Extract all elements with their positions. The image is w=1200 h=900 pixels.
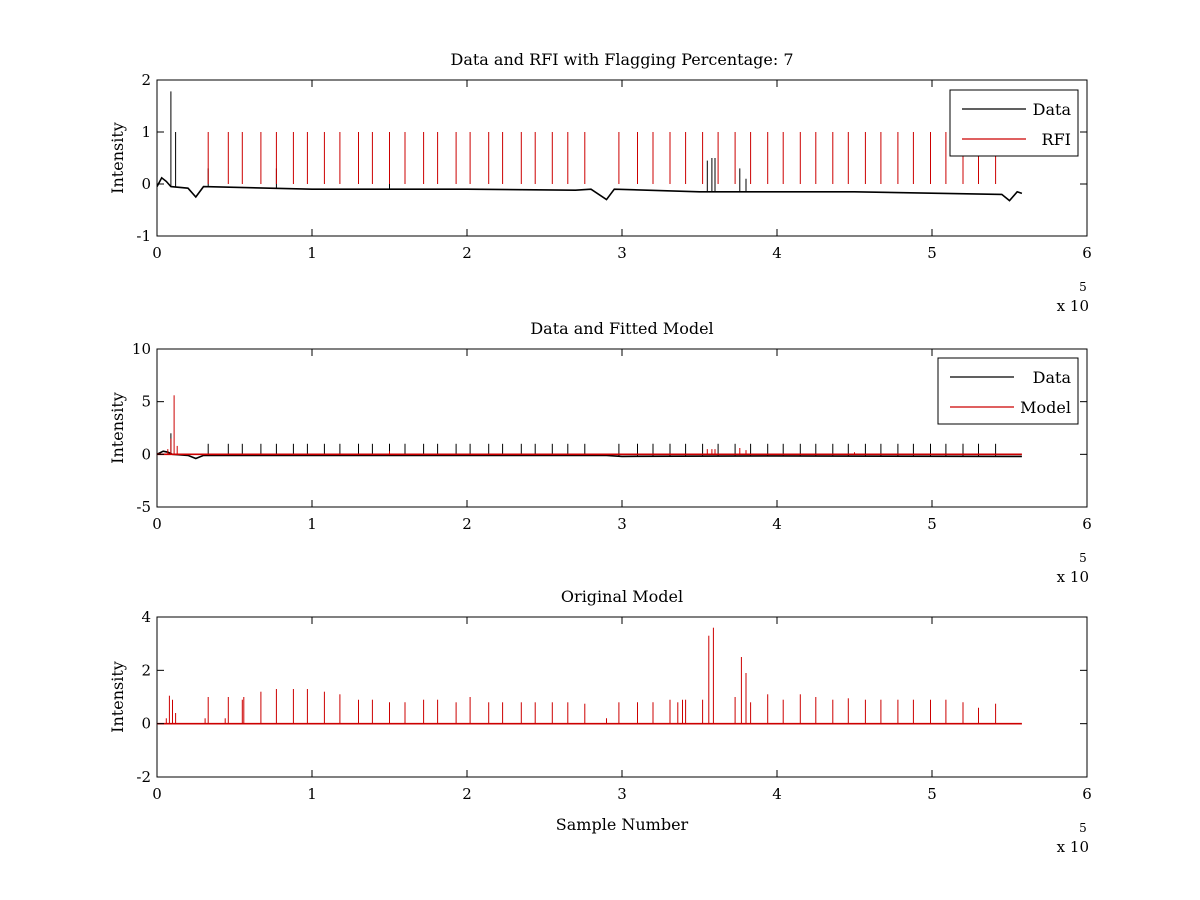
y-tick-label: -2: [136, 768, 151, 786]
x-axis-label: Sample Number: [556, 815, 689, 834]
legend-label: Data: [1033, 100, 1072, 119]
x-tick-label: 1: [307, 515, 317, 533]
legend-box: [949, 89, 1079, 157]
axes-frame: [156, 616, 1088, 778]
x-tick-label: 0: [152, 244, 162, 262]
y-tick-label: 5: [141, 393, 151, 411]
subplot-title: Data and RFI with Flagging Percentage: 7: [450, 50, 793, 69]
subplot-title: Original Model: [561, 587, 683, 606]
y-tick-label: 0: [141, 715, 151, 733]
x-tick-label: 2: [462, 785, 472, 803]
plot-area: [157, 395, 1022, 460]
legend-label: Data: [1033, 368, 1072, 387]
x-tick-label: 4: [772, 785, 782, 803]
x-tick-label: 1: [307, 785, 317, 803]
series-model: [157, 395, 1022, 456]
x-tick-label: 6: [1082, 515, 1092, 533]
subplot-title: Data and Fitted Model: [530, 319, 713, 338]
x-tick-label: 6: [1082, 785, 1092, 803]
series-rfi: [207, 132, 997, 184]
x-tick-label: 2: [462, 244, 472, 262]
y-tick-label: 2: [141, 661, 151, 679]
y-axis-label: Intensity: [108, 122, 127, 194]
y-tick-label: 2: [141, 71, 151, 89]
x-multiplier: x 10: [1057, 568, 1089, 586]
x-tick-label: 3: [617, 244, 627, 262]
x-multiplier: x 10: [1057, 838, 1089, 856]
y-tick-label: 4: [141, 608, 151, 626]
x-tick-label: 5: [927, 244, 937, 262]
legend: Data RFI: [949, 89, 1079, 157]
legend-label: RFI: [1042, 130, 1071, 149]
x-tick-label: 5: [927, 515, 937, 533]
x-tick-label: 0: [152, 515, 162, 533]
x-tick-label: 3: [617, 785, 627, 803]
x-tick-label: 2: [462, 515, 472, 533]
x-multiplier-exponent: 5: [1079, 551, 1087, 565]
y-axis-label: Intensity: [108, 661, 127, 733]
legend-label: Model: [1020, 398, 1071, 417]
x-multiplier-exponent: 5: [1079, 821, 1087, 835]
x-tick-label: 5: [927, 785, 937, 803]
x-tick-label: 6: [1082, 244, 1092, 262]
axes-frame: [156, 79, 1088, 237]
x-tick-label: 1: [307, 244, 317, 262]
plot-area: [157, 91, 1023, 202]
y-axis-label: Intensity: [108, 392, 127, 464]
series-model: [157, 627, 1022, 725]
x-tick-label: 4: [772, 515, 782, 533]
x-tick-label: 3: [617, 515, 627, 533]
x-tick-label: 4: [772, 244, 782, 262]
plot-area: [157, 627, 1022, 725]
axes-frame: [156, 348, 1088, 508]
y-tick-label: -5: [136, 498, 151, 516]
y-tick-label: 10: [132, 340, 151, 358]
y-tick-label: 0: [141, 175, 151, 193]
legend-box: [937, 357, 1079, 425]
legend: Data Model: [937, 357, 1079, 425]
x-multiplier-exponent: 5: [1079, 280, 1087, 294]
x-tick-label: 0: [152, 785, 162, 803]
y-tick-label: 1: [141, 123, 151, 141]
y-tick-label: -1: [136, 227, 151, 245]
x-multiplier: x 10: [1057, 297, 1089, 315]
y-tick-label: 0: [141, 445, 151, 463]
